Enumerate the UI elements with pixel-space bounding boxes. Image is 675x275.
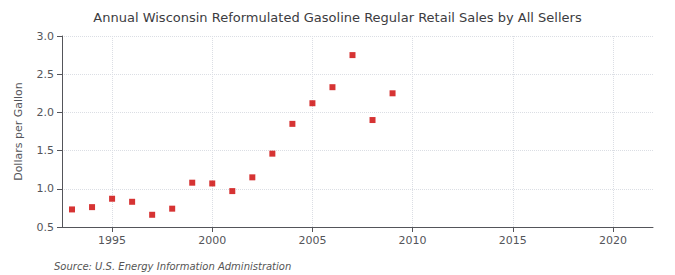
- svg-text:2.0: 2.0: [37, 106, 55, 119]
- svg-text:1995: 1995: [98, 234, 126, 247]
- svg-text:2010: 2010: [399, 234, 427, 247]
- svg-text:2015: 2015: [499, 234, 527, 247]
- svg-text:2000: 2000: [198, 234, 226, 247]
- svg-text:1.0: 1.0: [37, 182, 55, 195]
- svg-text:0.5: 0.5: [37, 221, 55, 234]
- svg-text:2005: 2005: [298, 234, 326, 247]
- svg-text:1.5: 1.5: [37, 144, 55, 157]
- svg-text:2.5: 2.5: [37, 68, 55, 81]
- svg-text:Source: U.S. Energy Informatio: Source: U.S. Energy Information Administ…: [54, 261, 291, 272]
- svg-text:Dollars per Gallon: Dollars per Gallon: [12, 82, 25, 181]
- svg-text:2020: 2020: [599, 234, 627, 247]
- svg-text:Annual Wisconsin Reformulated: Annual Wisconsin Reformulated Gasoline R…: [93, 10, 582, 25]
- svg-text:3.0: 3.0: [37, 30, 55, 43]
